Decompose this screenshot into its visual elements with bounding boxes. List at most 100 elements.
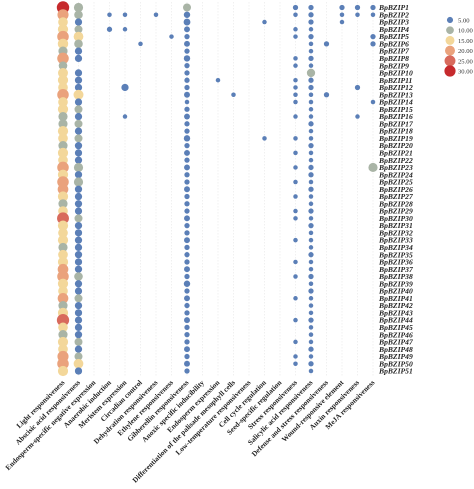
bubble (57, 191, 69, 202)
row-label: BpBZIP44 (378, 316, 413, 325)
bubble (74, 25, 83, 34)
bubble (184, 48, 190, 54)
row-label: BpBZIP17 (378, 119, 414, 128)
legend-bubble (445, 45, 455, 56)
bubble (153, 12, 159, 18)
row-label: BpBZIP26 (378, 185, 413, 194)
row-label: BpBZIP1 (378, 3, 409, 12)
bubble (293, 99, 298, 105)
bubble (58, 119, 68, 129)
bubble (293, 92, 298, 97)
bubble (57, 75, 69, 86)
bubble (308, 48, 314, 54)
bubble (308, 354, 314, 359)
bubble (184, 164, 190, 171)
bubble (57, 278, 69, 289)
bubble (74, 69, 83, 77)
bubble (57, 336, 69, 348)
legend-label: 15.00 (458, 38, 474, 45)
row-label: BpBZIP20 (378, 141, 413, 150)
bubble (368, 162, 378, 173)
bubble (57, 9, 69, 21)
row-label: BpBZIP22 (378, 156, 413, 165)
row-label: BpBZIP49 (378, 352, 413, 361)
bubble (74, 309, 83, 317)
row-label: BpBZIP28 (378, 199, 413, 208)
bubble (184, 128, 190, 134)
bubble (74, 119, 83, 128)
size-legend: 5.00 10.00 15.00 20.00 25.00 30.00 (444, 16, 474, 77)
bubble (184, 317, 190, 324)
bubble (74, 221, 83, 230)
row-label: BpBZIP36 (378, 258, 413, 267)
bubble (308, 157, 314, 163)
row-label: BpBZIP24 (378, 170, 413, 179)
bubble (74, 83, 83, 92)
row-label: BpBZIP34 (378, 243, 413, 252)
bubble (183, 18, 191, 26)
bubble (293, 150, 298, 156)
bubble (308, 164, 314, 171)
row-label: BpBZIP9 (378, 61, 409, 70)
bubble (184, 230, 190, 236)
bubble (74, 272, 83, 281)
row-label: BpBZIP18 (378, 127, 413, 136)
bubble (308, 99, 314, 105)
row-label: BpBZIP7 (378, 47, 410, 56)
bubble (184, 63, 190, 69)
bubble (73, 31, 84, 42)
bubble (355, 12, 360, 18)
bubble (107, 12, 112, 18)
bubble (308, 230, 314, 236)
bubble (293, 361, 298, 366)
bubble (57, 357, 69, 370)
bubble (74, 280, 83, 288)
bubble (57, 104, 69, 115)
bubble (74, 47, 83, 55)
bubble (57, 292, 69, 304)
bubble (308, 368, 314, 374)
bubble (308, 121, 314, 127)
bubble (184, 201, 190, 207)
bubble (184, 273, 190, 280)
bubble (293, 194, 298, 199)
bubble (308, 142, 314, 149)
bubble (58, 300, 68, 311)
row-label: BpBZIP33 (378, 236, 413, 245)
bubble (308, 245, 314, 250)
row-label: BpBZIP43 (378, 308, 413, 317)
bubble (308, 222, 314, 229)
row-label: BpBZIP38 (378, 272, 413, 281)
bubble (57, 38, 69, 50)
bubble (308, 55, 314, 62)
bubble (74, 10, 83, 20)
bubble (58, 286, 68, 296)
bubble (57, 220, 69, 231)
bubble (184, 121, 190, 127)
bubble (74, 142, 83, 150)
row-label: BpBZIP5 (378, 32, 409, 41)
bubble (308, 136, 314, 141)
bubble (308, 325, 314, 330)
row-label: BpBZIP6 (378, 39, 409, 48)
bubble (122, 114, 128, 119)
bubble (74, 316, 83, 324)
bubble (74, 258, 83, 266)
bubble (122, 27, 128, 32)
bubble (293, 85, 298, 90)
bubble (74, 352, 83, 361)
bubble (293, 136, 298, 141)
row-label: BpBZIP16 (378, 112, 413, 121)
bubble (308, 107, 314, 112)
bubble (184, 149, 190, 156)
row-label: BpBZIP19 (378, 134, 413, 143)
row-label: BpBZIP13 (378, 90, 413, 99)
bubble (184, 33, 190, 40)
bubble (58, 97, 68, 107)
bubble (184, 288, 190, 294)
bubble (308, 252, 314, 258)
bubble (73, 162, 84, 173)
bubble (293, 216, 298, 221)
bubble (308, 41, 314, 47)
